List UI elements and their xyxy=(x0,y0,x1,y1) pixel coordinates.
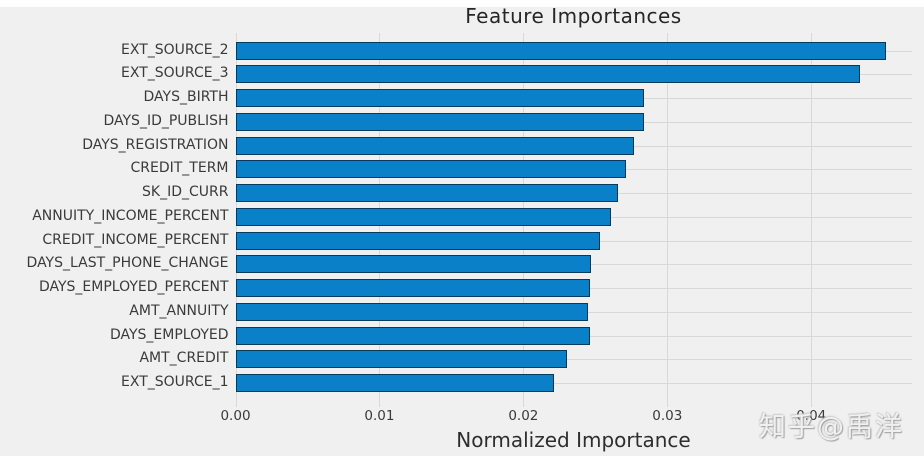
y-tick-label: DAYS_BIRTH xyxy=(143,89,229,105)
y-tick-label: DAYS_EMPLOYED xyxy=(109,326,229,343)
y-tick-label: AMT_CREDIT xyxy=(139,350,229,367)
bar-DAYS_LAST_PHONE_CHANGE xyxy=(235,255,592,274)
y-tick-label: DAYS_REGISTRATION xyxy=(82,136,229,153)
y-tick-label: DAYS_EMPLOYED_PERCENT xyxy=(38,279,229,295)
chart-title: Feature Importances xyxy=(465,4,682,28)
bar-DAYS_ID_PUBLISH xyxy=(235,112,645,131)
x-tick-label: 0.03 xyxy=(652,408,683,424)
figure-background: Feature Importances 0.00 0.01 0.02 0.03 0.04… xyxy=(0,4,924,456)
bar-DAYS_REGISTRATION xyxy=(235,136,635,155)
y-tick-label: CREDIT_INCOME_PERCENT xyxy=(42,231,229,248)
bar-ANNUITY_INCOME_PERCENT xyxy=(235,207,612,226)
x-tick-label: 0.02 xyxy=(508,408,539,424)
bar-CREDIT_TERM xyxy=(235,160,626,179)
bar-EXT_SOURCE_1 xyxy=(235,374,554,392)
bar-DAYS_BIRTH xyxy=(235,89,645,107)
y-gridline xyxy=(235,383,912,384)
bar-EXT_SOURCE_2 xyxy=(235,41,887,60)
bar-EXT_SOURCE_3 xyxy=(235,65,861,84)
y-tick-label: CREDIT_TERM xyxy=(130,160,229,177)
x-tick-label: 0.04 xyxy=(796,408,827,424)
x-axis-label: Normalized Importance xyxy=(456,428,691,452)
bar-DAYS_EMPLOYED xyxy=(235,326,590,345)
bar-AMT_ANNUITY xyxy=(235,302,589,321)
x-tick-label: 0.01 xyxy=(364,408,395,424)
y-gridline xyxy=(235,359,912,361)
y-tick-label: DAYS_LAST_PHONE_CHANGE xyxy=(26,255,229,272)
bar-DAYS_EMPLOYED_PERCENT xyxy=(235,279,590,297)
y-tick-label: EXT_SOURCE_2 xyxy=(121,41,229,58)
x-tick-label: 0.00 xyxy=(220,408,251,424)
y-tick-label: AMT_ANNUITY xyxy=(129,302,229,319)
y-tick-label: EXT_SOURCE_1 xyxy=(121,374,229,390)
x-gridline xyxy=(667,33,669,407)
y-tick-label: ANNUITY_INCOME_PERCENT xyxy=(32,207,229,224)
y-tick-label: DAYS_ID_PUBLISH xyxy=(103,112,229,129)
bar-SK_ID_CURR xyxy=(235,184,619,202)
bar-CREDIT_INCOME_PERCENT xyxy=(235,231,600,250)
y-tick-label: SK_ID_CURR xyxy=(142,184,229,200)
bar-AMT_CREDIT xyxy=(235,350,567,369)
plot-area: 0.00 0.01 0.02 0.03 0.04 EXT_SOURCE_2 EXT_SOUR… xyxy=(0,7,924,456)
y-tick-label: EXT_SOURCE_3 xyxy=(121,65,229,82)
watermark: 知乎@禹洋 xyxy=(759,412,904,443)
x-gridline xyxy=(811,33,813,407)
